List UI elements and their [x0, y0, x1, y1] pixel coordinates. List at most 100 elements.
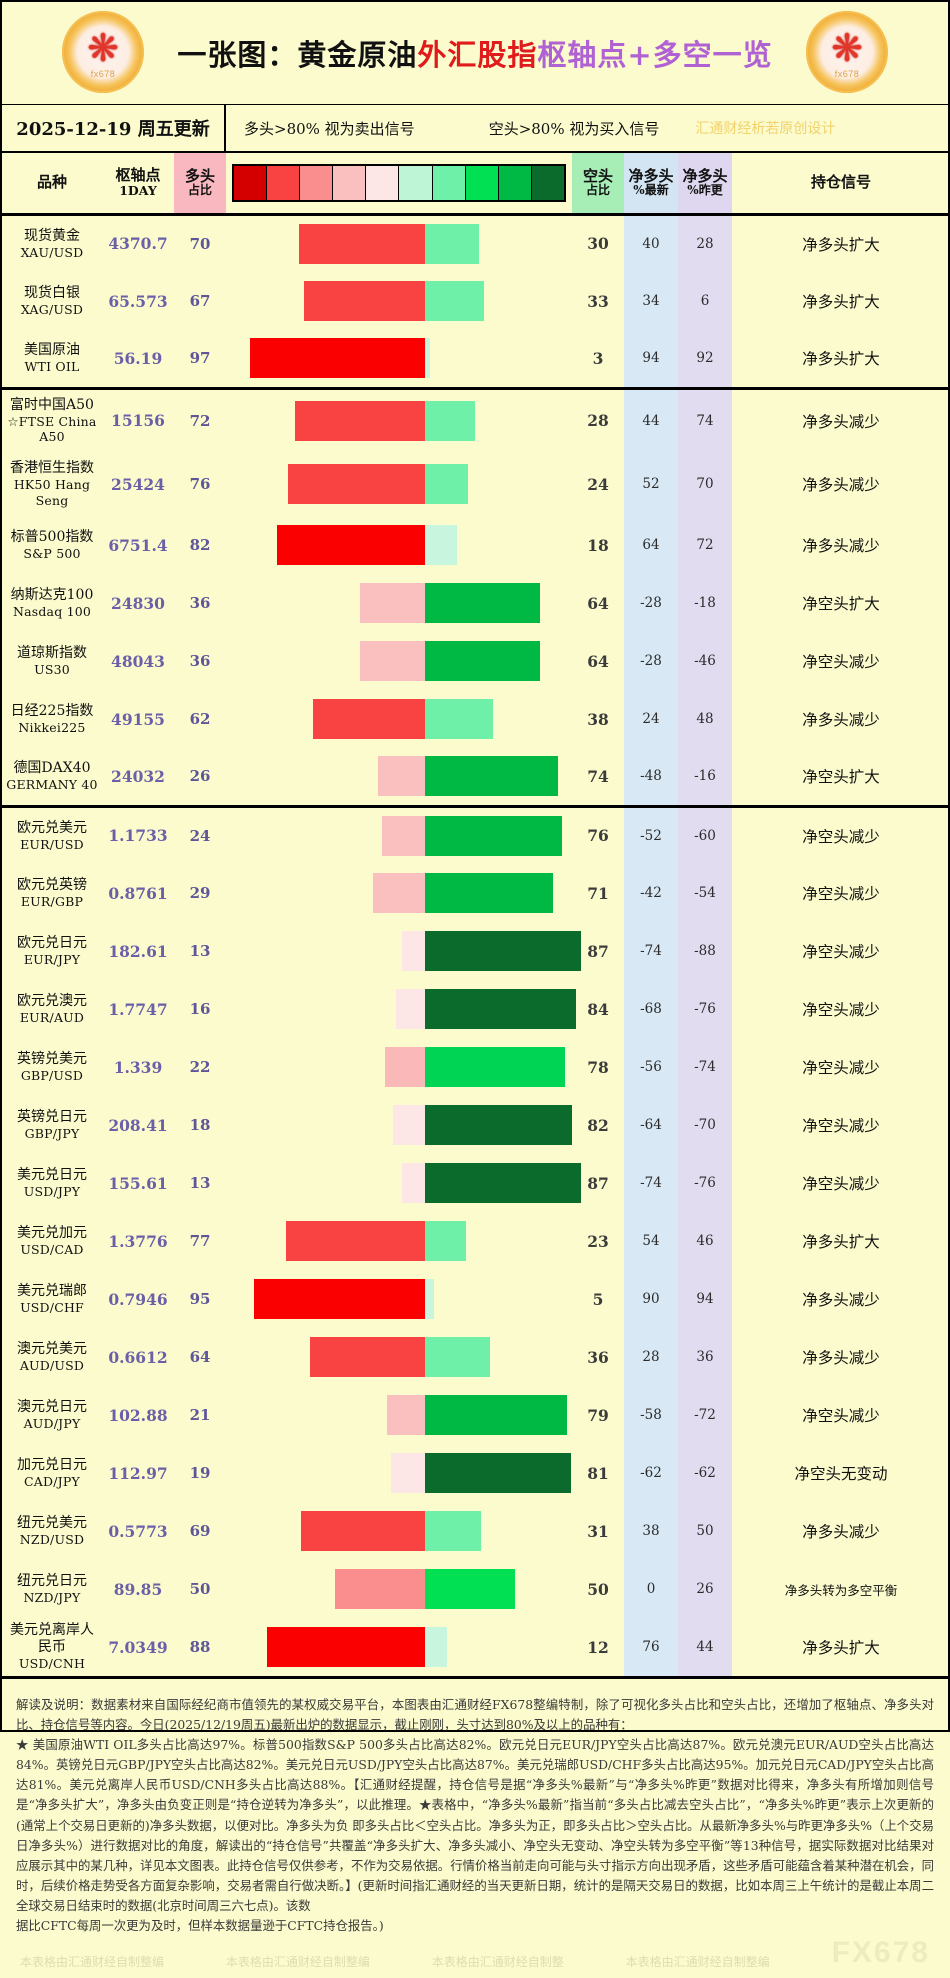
legend-swatch-9: [531, 165, 564, 200]
instrument-name: 纽元兑日元: [17, 1572, 87, 1589]
position-signal: 净空头减少: [802, 885, 880, 903]
instrument-name: 加元兑日元: [17, 1456, 87, 1473]
short-signal-note: 空头>80% 视为买入信号: [488, 119, 660, 138]
legend-swatch-6: [432, 165, 466, 200]
instrument-symbol: XAU/USD: [20, 244, 84, 260]
col-header-name: 品种: [2, 151, 102, 216]
net-latest-value: -52: [624, 804, 678, 864]
long-percent-value: 76: [189, 475, 211, 493]
long-percent-value: 82: [189, 536, 211, 554]
footer-notes: 解读及说明：数据素材来自国际经纪商市值领先的某权威交易平台，本图表由汇通财经FX…: [2, 1676, 948, 1978]
long-percent-value: 22: [189, 1058, 211, 1076]
position-signal: 净多头减少: [802, 711, 880, 729]
net-prev-value: 92: [678, 330, 732, 388]
pivot-point-value: 1.7747: [108, 999, 168, 1019]
bar-long-segment: [254, 1279, 425, 1319]
bar-long-segment: [392, 1105, 425, 1145]
bar-track: [226, 1569, 572, 1609]
pivot-point-value: 102.88: [108, 1405, 168, 1425]
long-short-bar-cell: [226, 1618, 572, 1676]
col-header-pivot: 枢轴点 1DAY: [102, 151, 174, 216]
long-short-bar: [313, 699, 494, 739]
long-short-bar-cell: [226, 516, 572, 574]
net-prev-value: 48: [678, 690, 732, 748]
short-percent-value: 82: [587, 1115, 609, 1135]
long-percent-value: 16: [189, 1000, 211, 1018]
bar-track: [226, 989, 577, 1029]
position-signal: 净空头减少: [802, 1175, 880, 1193]
net-latest-value: 76: [624, 1618, 678, 1676]
instrument-name-cell: 欧元兑英镑 EUR/GBP: [2, 864, 102, 922]
pivot-point-value: 0.5773: [108, 1521, 168, 1541]
bar-short-segment: [424, 281, 485, 321]
bar-short-segment: [424, 1395, 568, 1435]
short-percent-value: 87: [587, 941, 609, 961]
instrument-symbol: USD/JPY: [23, 1183, 81, 1199]
long-short-bar-cell: [226, 386, 572, 452]
bar-short-segment: [424, 756, 559, 797]
bar-track: [226, 281, 572, 321]
position-signal: 净多头减少: [802, 1291, 880, 1309]
bar-long-segment: [313, 699, 425, 739]
short-percent-value: 78: [587, 1057, 609, 1077]
net-latest-value: -62: [624, 1444, 678, 1502]
instrument-name-cell: 加元兑日元 CAD/JPY: [2, 1444, 102, 1502]
bar-long-segment: [288, 464, 425, 504]
bar-track: [226, 1453, 572, 1493]
bar-track: [226, 1047, 572, 1087]
bar-short-segment: [424, 1569, 515, 1609]
col-header-short-sub: 占比: [585, 183, 610, 198]
instrument-name: 澳元兑美元: [17, 1340, 87, 1357]
bar-track: [226, 1279, 572, 1319]
table-row: 欧元兑日元 EUR/JPY 182.61 13 87 -74 -88 净空头减少: [2, 922, 950, 980]
col-header-long-pct: 多头 占比: [174, 151, 226, 216]
long-short-bar: [250, 338, 431, 379]
bar-track: [226, 931, 582, 971]
bar-track: [226, 338, 572, 379]
long-short-bar: [387, 1395, 568, 1435]
instrument-name: 富时中国A50: [10, 396, 94, 413]
instrument-symbol-line2: Seng: [35, 492, 69, 508]
table-row: 纳斯达克100 Nasdaq 100 24830 36 64 -28 -18 净空头扩大: [2, 574, 950, 632]
instrument-name: 欧元兑英镑: [17, 876, 87, 893]
pivot-point-value: 182.61: [108, 941, 168, 961]
net-latest-value: 94: [624, 330, 678, 388]
table-row: 香港恒生指数 HK50 Hang Seng 25424 76 24 52 70 净多头减少: [2, 452, 950, 516]
instrument-symbol: XAG/USD: [20, 301, 84, 317]
net-prev-value: -70: [678, 1096, 732, 1154]
bar-long-segment: [304, 281, 425, 321]
short-percent-value: 64: [587, 593, 609, 613]
bar-short-segment: [424, 1047, 566, 1087]
long-short-bar: [396, 989, 577, 1029]
short-percent-value: 30: [587, 234, 609, 254]
legend-swatch-0: [234, 165, 268, 200]
instrument-name: 美元兑日元: [17, 1166, 87, 1183]
net-prev-value: -18: [678, 574, 732, 632]
net-prev-value: -72: [678, 1386, 732, 1444]
pivot-point-value: 24830: [111, 593, 165, 613]
instrument-symbol: EUR/GBP: [20, 893, 84, 909]
positions-table: 品种 枢轴点 1DAY 多头 占比 空头 占比 净多头: [2, 151, 950, 1676]
title-bar: ❋ fx678 一张图：黄金原油外汇股指枢轴点+多空一览 ❋ fx678: [2, 2, 948, 104]
instrument-name-cell: 美元兑离岸人 民币 USD/CNH: [2, 1618, 102, 1676]
short-percent-value: 87: [587, 1173, 609, 1193]
instrument-name-cell: 英镑兑日元 GBP/JPY: [2, 1096, 102, 1154]
instrument-name: 标普500指数: [10, 528, 94, 545]
position-signal: 净多头减少: [802, 1523, 880, 1541]
col-header-net-latest-label: 净多头: [628, 166, 674, 185]
bar-long-segment: [295, 400, 425, 441]
legend-swatch-7: [465, 165, 499, 200]
long-short-bar-cell: [226, 1270, 572, 1328]
instrument-name: 欧元兑日元: [17, 934, 87, 951]
net-latest-value: 90: [624, 1270, 678, 1328]
position-signal: 净多头减少: [802, 476, 880, 494]
long-percent-value: 64: [189, 1348, 211, 1366]
position-signal: 净多头扩大: [802, 235, 880, 254]
instrument-name: 英镑兑日元: [17, 1108, 87, 1125]
bar-track: [226, 1627, 572, 1667]
table-row: 澳元兑日元 AUD/JPY 102.88 21 79 -58 -72 净空头减少: [2, 1386, 950, 1444]
net-latest-value: 52: [624, 452, 678, 516]
instrument-symbol: CAD/JPY: [24, 1473, 80, 1489]
watermark-row: 本表格由汇通财经自制整编 本表格由汇通财经自制整编 本表格由汇通财经自制整 本表…: [16, 1936, 934, 1974]
instrument-symbol: NZD/USD: [19, 1531, 85, 1547]
